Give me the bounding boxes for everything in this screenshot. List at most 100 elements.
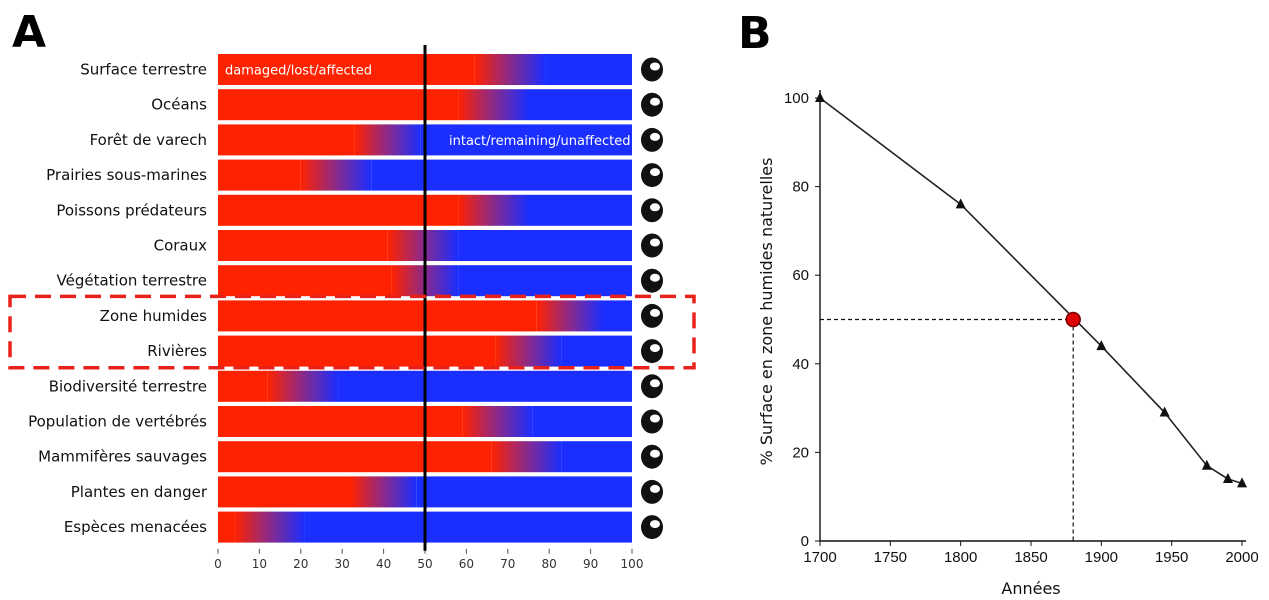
globe-icon xyxy=(641,57,663,82)
bar-transition xyxy=(300,159,372,191)
data-point xyxy=(1201,459,1212,470)
wave-icon xyxy=(641,92,663,117)
x-tick-label-b: 1700 xyxy=(803,549,836,566)
bar-transition xyxy=(350,476,417,508)
x-tick-label-a: 40 xyxy=(376,557,391,571)
category-label: Forêt de varech xyxy=(90,131,207,149)
y-tick-label-b: 100 xyxy=(784,90,809,107)
x-tick-label-a: 20 xyxy=(293,557,308,571)
category-label: Surface terrestre xyxy=(80,61,207,79)
panel-a-label: A xyxy=(12,7,46,58)
x-tick-label-a: 90 xyxy=(583,557,598,571)
category-label: Biodiversité terrestre xyxy=(49,377,207,395)
bar-row xyxy=(218,370,632,402)
bar-damaged xyxy=(218,476,351,508)
coral-icon xyxy=(641,233,663,258)
data-point xyxy=(1237,477,1247,488)
category-label: Océans xyxy=(151,96,207,114)
y-tick-label-b: 40 xyxy=(792,356,809,373)
x-tick-label-a: 0 xyxy=(214,557,222,571)
bar-transition xyxy=(234,511,305,543)
bar-transition xyxy=(462,406,533,437)
bar-intact xyxy=(420,124,632,156)
y-tick-label-b: 20 xyxy=(792,444,809,461)
bar-row xyxy=(218,89,632,121)
y-tick-label-b: 0 xyxy=(801,533,809,550)
damaged-annotation: damaged/lost/affected xyxy=(225,64,372,79)
bar-row xyxy=(218,300,632,332)
x-tick-label-a: 100 xyxy=(621,557,644,571)
rhino-icon xyxy=(641,444,663,469)
bar-annotations: damaged/lost/affected intact/remaining/un… xyxy=(225,64,630,149)
bar-row xyxy=(218,124,632,156)
x-tick-label-b: 1850 xyxy=(1014,549,1047,566)
bar-intact xyxy=(338,370,632,402)
kelp-icon xyxy=(641,127,663,152)
bar-intact xyxy=(545,54,632,85)
category-label: Mammifères sauvages xyxy=(38,448,207,466)
bar-row xyxy=(218,265,632,297)
bar-intact xyxy=(416,476,632,508)
x-tick-label-a: 70 xyxy=(500,557,515,571)
y-axis-title: % Surface en zone humides naturelles xyxy=(757,158,776,466)
bar-transition xyxy=(474,54,546,85)
bar-intact xyxy=(561,335,632,367)
series-line xyxy=(819,97,1243,485)
data-point xyxy=(955,198,966,209)
x-tick-label-b: 2000 xyxy=(1225,549,1258,566)
x-tick-label-a: 60 xyxy=(459,557,474,571)
bar-transition xyxy=(495,335,562,367)
bar-row xyxy=(218,476,632,508)
bar-row xyxy=(218,194,632,226)
highlight-box-wetlands-rivers xyxy=(8,294,696,370)
snake-icon xyxy=(641,409,663,434)
x-axis-a: 0 10 20 30 40 50 60 70 80 90 100 xyxy=(214,548,644,571)
bar-intact xyxy=(371,159,632,191)
river-icon xyxy=(641,339,663,364)
x-tick-label-a: 10 xyxy=(252,557,267,571)
bar-intact xyxy=(458,265,632,297)
category-label: Plantes en danger xyxy=(71,483,208,501)
x-tick-label-b: 1900 xyxy=(1085,549,1118,566)
category-label: Prairies sous-marines xyxy=(46,166,207,184)
wetland-icon xyxy=(641,303,663,328)
bar-row xyxy=(218,159,632,191)
bar-row xyxy=(218,230,632,261)
bar-intact xyxy=(528,89,632,121)
bar-transition xyxy=(267,370,339,402)
bar-damaged xyxy=(218,265,392,297)
x-tick-label-b: 1800 xyxy=(944,549,977,566)
bar-damaged xyxy=(218,511,235,543)
data-point xyxy=(1096,340,1107,351)
lotus-icon xyxy=(641,479,663,504)
highlight-point xyxy=(1065,311,1081,328)
bar-transition xyxy=(458,194,529,226)
bar-rows xyxy=(218,54,632,543)
category-labels: Surface terrestre Océans Forêt de varech Pr… xyxy=(28,61,208,537)
insects-icon xyxy=(641,374,663,399)
bar-intact xyxy=(561,441,632,473)
stacked-bar-chart: Surface terrestre Océans Forêt de varech Pr… xyxy=(8,45,696,571)
category-label: Zone humides xyxy=(100,307,207,325)
x-tick-label-a: 50 xyxy=(417,557,432,571)
bar-damaged xyxy=(218,89,459,121)
bar-damaged xyxy=(218,441,492,473)
data-point xyxy=(1159,406,1170,417)
bar-transition xyxy=(354,124,421,156)
bar-damaged xyxy=(218,159,301,191)
bar-damaged xyxy=(218,406,463,437)
axes-b: 1700 1750 1800 1850 1900 1950 2000 0 20 40 60 80 100 xyxy=(784,90,1259,566)
intact-annotation: intact/remaining/unaffected xyxy=(449,134,630,149)
data-point xyxy=(815,92,825,102)
bar-intact xyxy=(528,194,632,226)
panel-b-label: B xyxy=(738,8,772,59)
guide-lines xyxy=(820,318,1074,541)
swordfish-icon xyxy=(641,198,663,223)
bar-damaged xyxy=(218,335,496,367)
bar-damaged xyxy=(218,230,388,261)
x-axis-title: Années xyxy=(1001,579,1060,598)
seagrass-icon xyxy=(641,163,663,188)
bar-transition xyxy=(458,89,529,121)
bar-transition xyxy=(536,300,604,332)
